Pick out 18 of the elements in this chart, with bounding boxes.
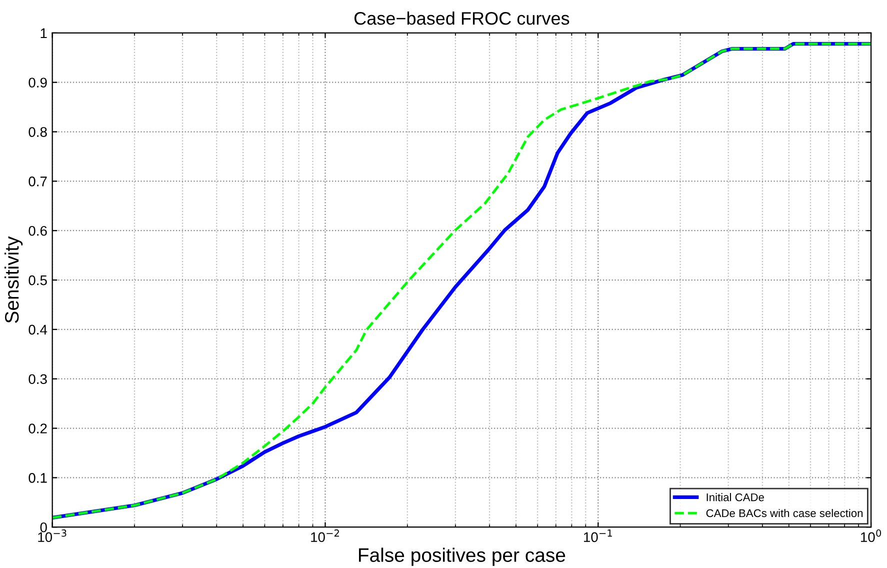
y-tick-label: 0.5 (28, 275, 47, 286)
y-axis-title: Sensitivity (4, 236, 23, 323)
x-tick-label: 10$^{−2}$ (311, 529, 339, 542)
legend-label: Initial CADe (706, 493, 764, 502)
y-tick-label: 0.6 (28, 226, 47, 236)
y-tick-label: 0.7 (28, 176, 47, 186)
legend-label: CADe BACs with case selection (706, 508, 863, 518)
x-axis-title: False positives per case (358, 548, 566, 566)
y-tick-label: 0.4 (28, 324, 48, 335)
y-tick-label: 0.9 (28, 78, 47, 88)
chart-title: Case−based FROC curves (354, 12, 570, 25)
x-tick-label: 10$^{0}$ (860, 529, 882, 542)
y-tick-label: 1 (40, 28, 47, 38)
y-tick-label: 0.2 (28, 424, 47, 434)
y-tick-label: 0.3 (28, 374, 47, 384)
y-tick-label: 0.8 (28, 127, 47, 137)
y-tick-label: 0.1 (28, 473, 47, 483)
x-tick-label: 10$^{−1}$ (584, 530, 612, 542)
